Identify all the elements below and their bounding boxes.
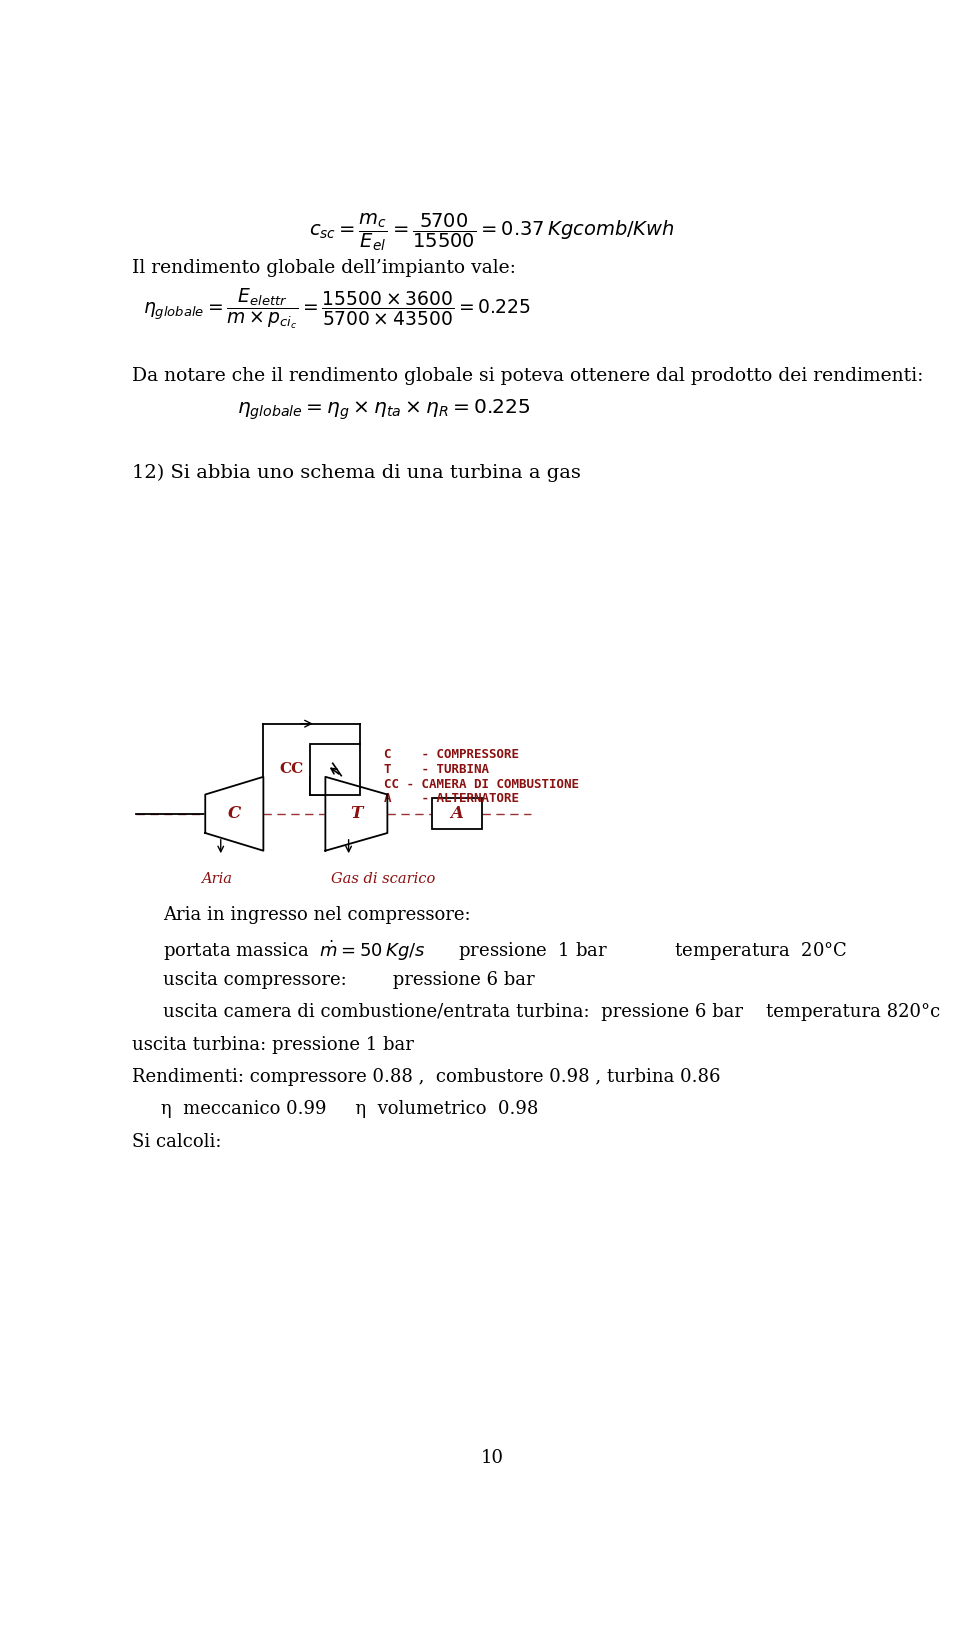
Text: uscita turbina: pressione 1 bar: uscita turbina: pressione 1 bar [132,1035,414,1053]
Text: Si calcoli:: Si calcoli: [132,1132,221,1150]
Text: C    - COMPRESSORE: C - COMPRESSORE [383,748,518,761]
Polygon shape [325,776,388,850]
Text: 12) Si abbia uno schema di una turbina a gas: 12) Si abbia uno schema di una turbina a… [132,463,581,481]
Text: uscita compressore:        pressione 6 bar: uscita compressore: pressione 6 bar [162,971,535,989]
Text: $\eta_{globale} = \dfrac{E_{elettr}}{m \times p_{ci_c}} = \dfrac{15500 \times 36: $\eta_{globale} = \dfrac{E_{elettr}}{m \… [143,287,531,331]
Bar [432,798,482,829]
Text: uscita camera di combustione/entrata turbina:  pressione 6 bar    temperatura 82: uscita camera di combustione/entrata tur… [162,1004,940,1022]
Text: Aria in ingresso nel compressore:: Aria in ingresso nel compressore: [162,906,470,925]
Text: Aria: Aria [202,872,232,885]
Text: CC - CAMERA DI COMBUSTIONE: CC - CAMERA DI COMBUSTIONE [383,778,579,791]
Text: Da notare che il rendimento globale si poteva ottenere dal prodotto dei rendimen: Da notare che il rendimento globale si p… [132,368,923,386]
Text: CC: CC [279,763,303,776]
Text: T: T [350,806,363,822]
Text: T    - TURBINA: T - TURBINA [383,763,489,776]
Text: Il rendimento globale dell’impianto vale:: Il rendimento globale dell’impianto vale… [132,259,516,277]
Text: $\eta_{globale} = \eta_g \times \eta_{ta} \times \eta_R = 0.225$: $\eta_{globale} = \eta_g \times \eta_{ta… [237,397,530,422]
Text: Gas di scarico: Gas di scarico [331,872,436,885]
Text: η  meccanico 0.99     η  volumetrico  0.98: η meccanico 0.99 η volumetrico 0.98 [132,1101,538,1119]
Text: C: C [228,806,241,822]
Text: A: A [450,806,464,822]
Text: Rendimenti: compressore 0.88 ,  combustore 0.98 , turbina 0.86: Rendimenti: compressore 0.88 , combustor… [132,1068,720,1086]
Text: 10: 10 [481,1449,503,1467]
Bar [310,745,360,794]
Polygon shape [205,776,263,850]
Text: A    - ALTERNATORE: A - ALTERNATORE [383,793,518,806]
Text: portata massica  $\dot{m} = 50\,Kg/s$      pressione  1 bar            temperatu: portata massica $\dot{m} = 50\,Kg/s$ pre… [162,938,847,962]
Text: $c_{sc} = \dfrac{m_c}{E_{el}} = \dfrac{5700}{15500} = 0.37\,Kgcomb/ Kwh$: $c_{sc} = \dfrac{m_c}{E_{el}} = \dfrac{5… [309,211,675,254]
